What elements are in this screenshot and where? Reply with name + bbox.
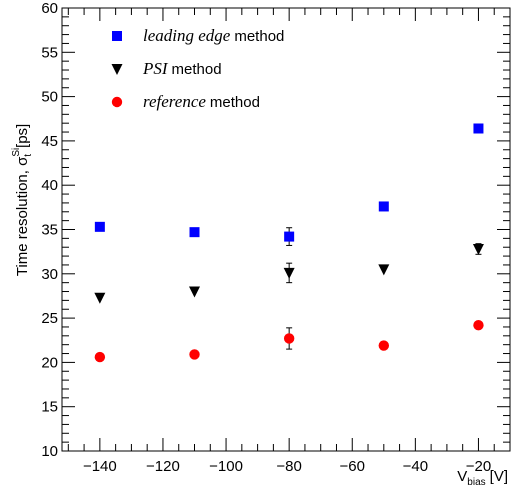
x-tick-label: −100 [209,458,243,475]
y-axis-title: Time resolution, σSit [ps] [11,124,34,276]
y-axis-title-main: Time resolution, σ [14,156,31,276]
data-marks [94,123,484,363]
x-axis-ticks [67,8,511,451]
x-axis-tick-labels: −140 −120 −100 −80 −60 −40 −20 [83,458,491,475]
x-axis-title-main: V [457,468,467,485]
y-axis-title-sub: t [23,154,34,157]
y-tick-label: 60 [41,0,58,17]
x-tick-label: −140 [83,458,117,475]
y-axis-tick-labels: 10 15 20 25 30 35 40 45 50 55 60 [41,0,58,460]
y-tick-label: 50 [41,89,58,106]
y-tick-label: 30 [41,266,58,283]
data-point [189,227,200,238]
y-axis-title-unit: [ps] [14,124,31,148]
data-point [94,292,106,304]
x-tick-label: −60 [340,458,365,475]
series-square [94,123,484,246]
data-point [472,243,484,255]
x-tick-label: −20 [466,458,491,475]
legend-label-suffix: method [172,61,222,78]
legend-label-suffix: method [234,28,284,45]
legend-marker [111,96,123,108]
data-point [473,123,484,134]
legend-label: leading edge method [143,26,284,45]
data-point [189,349,200,360]
legend-marker [112,31,122,41]
legend-label-italic: reference [143,92,206,111]
y-tick-label: 25 [41,310,58,327]
data-point [378,264,390,276]
series-circle [94,319,484,363]
data-point [94,221,105,232]
y-axis-title-sup: Si [11,148,22,157]
y-tick-label: 15 [41,399,58,416]
x-axis-title-sub: bias [467,477,485,488]
legend-label-italic: leading edge [143,26,231,45]
y-tick-label: 35 [41,222,58,239]
series-triangle-down [94,243,484,304]
data-point [378,201,389,212]
y-tick-label: 45 [41,133,58,150]
y-tick-label: 10 [41,443,58,460]
y-tick-label: 55 [41,44,58,61]
y-axis-ticks [62,7,510,452]
legend-label-italic: PSI [142,59,169,78]
legend-label: PSI method [142,59,222,78]
data-point [189,286,201,298]
y-tick-label: 20 [41,354,58,371]
x-tick-label: −40 [403,458,428,475]
data-point [284,231,295,242]
data-point [283,267,295,279]
data-point [94,351,106,363]
x-axis-title-unit: [V] [490,468,508,485]
legend-marker [111,64,123,75]
x-tick-label: −80 [276,458,301,475]
y-tick-label: 40 [41,177,58,194]
legend-label-suffix: method [210,94,260,111]
data-point [473,319,484,331]
x-tick-label: −120 [146,458,180,475]
plot-frame [61,7,511,452]
legend-label: reference method [143,92,260,111]
x-axis-title: Vbias [V] [457,468,508,488]
data-point [283,333,295,344]
data-point [378,340,390,351]
